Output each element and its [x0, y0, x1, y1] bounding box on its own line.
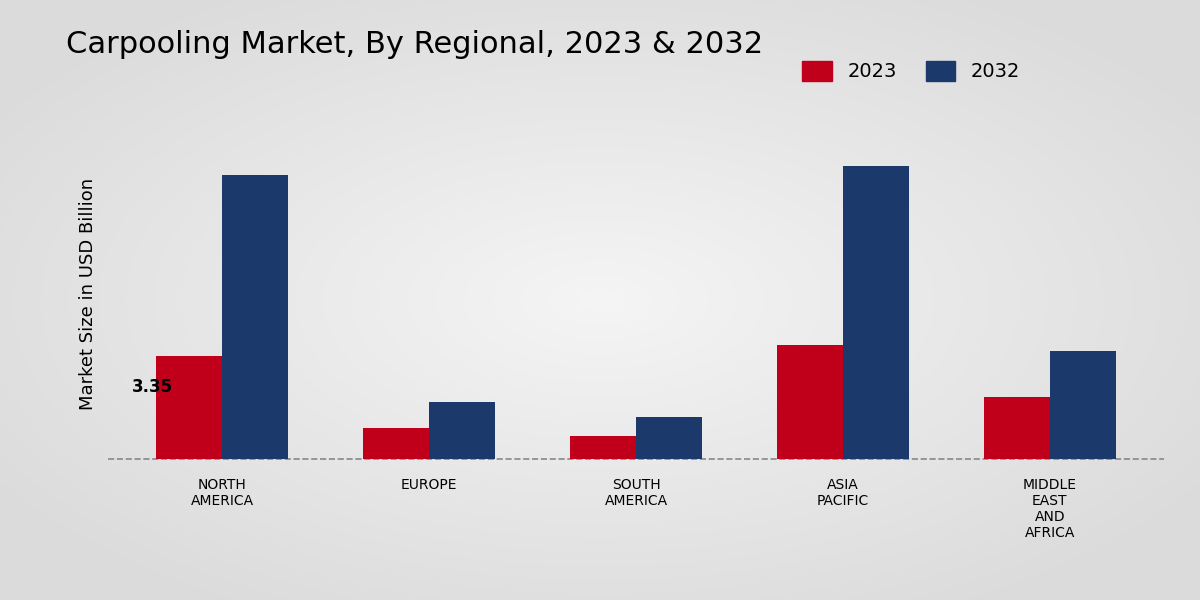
Bar — [636, 417, 702, 459]
Bar — [984, 397, 1050, 459]
Bar — [222, 175, 288, 459]
Bar — [1050, 351, 1116, 459]
Bar — [156, 356, 222, 459]
Text: Carpooling Market, By Regional, 2023 & 2032: Carpooling Market, By Regional, 2023 & 2… — [66, 30, 763, 59]
Bar — [570, 436, 636, 459]
Legend: 2023, 2032: 2023, 2032 — [794, 53, 1027, 89]
Bar — [842, 166, 910, 459]
Bar — [430, 402, 496, 459]
Text: 3.35: 3.35 — [132, 377, 173, 395]
Y-axis label: Market Size in USD Billion: Market Size in USD Billion — [79, 178, 97, 410]
Bar — [362, 428, 430, 459]
Bar — [776, 345, 842, 459]
